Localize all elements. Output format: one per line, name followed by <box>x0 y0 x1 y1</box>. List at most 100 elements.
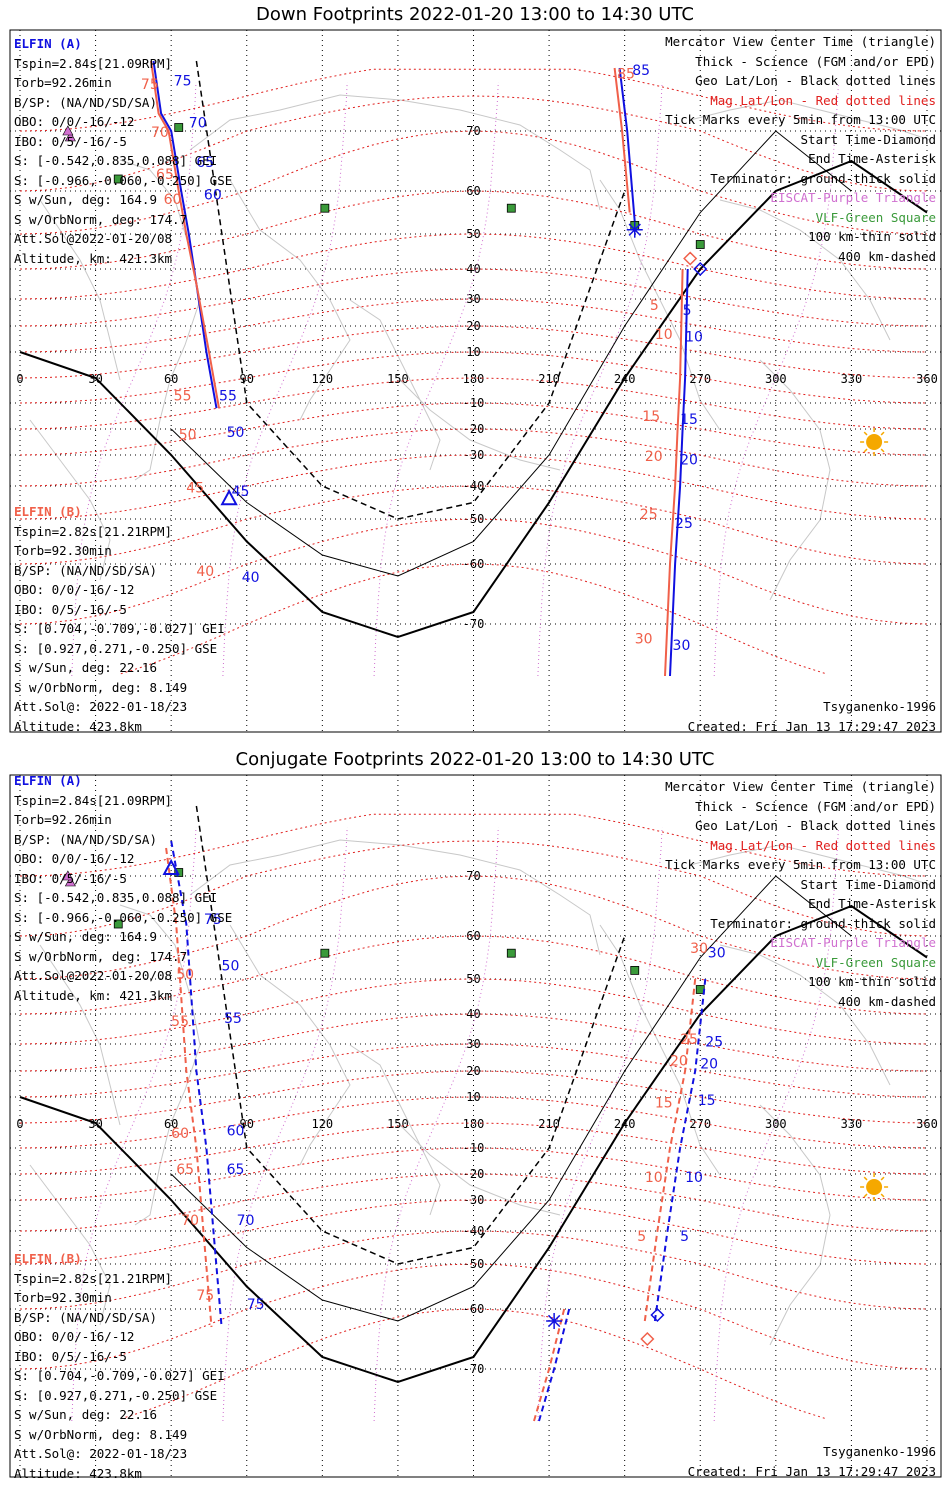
elfin-b-tick-label: 85 <box>617 67 635 83</box>
vlf-station-marker <box>113 919 123 929</box>
elfin_a-info-line: Altitude, km: 421.3km <box>14 987 173 1003</box>
legend-entry: Tick Marks every 5min from 13:00 UTC <box>665 857 936 872</box>
legend-entry: VLF-Green Square <box>815 954 936 970</box>
elfin_a-info-line: OBO: 0/0/-16/-12 <box>14 114 135 129</box>
coastline <box>349 1044 441 1216</box>
elfin_b-info-line: S w/OrbNorm, deg: 8.149 <box>14 1426 188 1442</box>
elfin_b-info-line: Tspin=2.82s[21.21RPM] <box>14 523 173 539</box>
lat-tick-label: -50 <box>463 1257 485 1271</box>
lon-tick-label: 150 <box>387 1117 409 1131</box>
legend-entry: Start Time-Diamond <box>800 876 936 892</box>
vlf-station-marker <box>630 965 640 975</box>
lon-tick-label: 150 <box>387 372 409 386</box>
lat-tick-label: 50 <box>466 227 480 241</box>
terminator-ground <box>19 904 928 1384</box>
mag-lat-gridline <box>19 351 928 404</box>
elfin_a-info-line: Tspin=2.84s[21.09RPM] <box>14 55 173 71</box>
mag-lat-gridline <box>19 190 928 270</box>
elfin-b-track <box>150 60 220 409</box>
elfin-b-tick-label: 50 <box>176 967 194 983</box>
center-time-triangle <box>162 858 180 875</box>
lon-tick-label: 300 <box>765 372 787 386</box>
down-footprints-panel: 0 30 60 90 120 150 180 210 240 270 300 330 360 70 60 50… <box>9 4 942 736</box>
lat-tick-label: 40 <box>466 262 480 276</box>
lon-tick-label: 210 <box>538 372 560 386</box>
elfin-a-label: ELFIN (A) <box>14 36 82 51</box>
legend-entry: EISCAT-Purple Triangle <box>770 935 936 950</box>
sun-ray <box>863 431 868 436</box>
model-caption-down: Tsyganenko-1996 Created: Fri Jan 13 17:2… <box>688 697 936 736</box>
elfin-b-tick-label: 25 <box>640 507 658 523</box>
elfin_a-info-line: Tspin=2.84s[21.09RPM] <box>14 792 173 808</box>
elfin-a-tick-label: 15 <box>698 1093 716 1109</box>
elfin-b-tick-label: 70 <box>181 1213 199 1229</box>
elfin_b-info-line: S: [0.704,-0.709,-0.027] GEI <box>14 621 225 636</box>
lon-tick-label: 180 <box>463 372 485 386</box>
vlf-station-marker <box>506 203 516 213</box>
end-time-asterisk <box>547 1314 561 1328</box>
lat-tick-label: 70 <box>466 869 480 883</box>
elfin_b-info-line: OBO: 0/0/-16/-12 <box>14 582 135 597</box>
elfin-a-tick-label: 10 <box>685 1170 703 1186</box>
lat-tick-label: 70 <box>466 124 480 138</box>
elfin_a-info-line: B/SP: (NA/ND/SD/SA) <box>14 831 157 847</box>
elfin_b-info-line: S w/Sun, deg: 22.16 <box>14 1407 157 1422</box>
elfin_b-info-line: Torb=92.30min <box>14 543 112 558</box>
elfin-a-track <box>538 1308 571 1422</box>
elfin_b-info-line: Torb=92.30min <box>14 1290 112 1305</box>
elfin-a-tick-label: 70 <box>189 116 207 132</box>
lon-tick-label: 60 <box>164 1117 178 1131</box>
coastline <box>229 924 351 1166</box>
legend-entry: EISCAT-Purple Triangle <box>770 190 936 205</box>
mag-lat-gridline <box>19 1230 928 1310</box>
elfin_b-info-line: S w/Sun, deg: 22.16 <box>14 660 157 675</box>
plot-frame <box>9 774 942 1478</box>
coastline <box>119 159 201 481</box>
elfin-a-tick-label: 30 <box>673 638 691 654</box>
plot-frame <box>9 29 942 733</box>
lat-tick-label: -30 <box>463 448 485 462</box>
elfin-b-tick-label: 10 <box>645 1170 663 1186</box>
elfin-a-track <box>669 268 689 677</box>
elfin_b-info-line: Altitude: 423.8km <box>14 718 142 734</box>
mag-lat-gridline <box>19 454 928 520</box>
lat-tick-label: 40 <box>466 1007 480 1021</box>
mag-lat-gridline <box>19 1070 928 1124</box>
lat-tick-label: 20 <box>466 1064 480 1078</box>
lat-tick-label: -10 <box>463 1141 485 1155</box>
lat-tick-label: -70 <box>463 617 485 631</box>
elfin_a-info-line: IBO: 0/5/-16/-5 <box>14 870 127 886</box>
lon-tick-label: 180 <box>463 1117 485 1131</box>
elfin-a-track <box>618 67 636 222</box>
coastline <box>399 1124 561 1216</box>
mag-lat-gridline <box>19 518 928 625</box>
elfin-b-track <box>533 1308 566 1422</box>
vlf-station-marker <box>506 948 516 958</box>
elfin-a-tick-label: 60 <box>227 1124 245 1140</box>
elfin-b-track <box>613 67 631 213</box>
elfin-a-track <box>170 840 223 1328</box>
created-timestamp: Created: Fri Jan 13 17:29:47 2023 <box>687 718 936 734</box>
terminator-100km <box>170 875 852 1322</box>
lon-tick-label: 60 <box>164 372 178 386</box>
terminator-400km <box>195 805 626 1265</box>
elfin-a-tick-label: 50 <box>227 425 245 441</box>
map-layers: 0 30 60 90 120 150 180 210 240 270 300 330 360706050… <box>10 775 941 1477</box>
elfin_b-info-line: B/SP: (NA/ND/SD/SA) <box>14 1309 157 1325</box>
elfin_b-info-line: IBO: 0/5/-16/-5 <box>14 1348 127 1364</box>
start-time-diamond <box>693 261 708 277</box>
legend-entry: Terminator: ground-thick solid <box>710 170 936 186</box>
lat-tick-label: -30 <box>463 1193 485 1207</box>
lat-tick-label: -70 <box>463 1362 485 1376</box>
elfin-b-tick-label: 5 <box>637 1229 646 1245</box>
mag-lat-gridline <box>19 325 928 379</box>
elfin_a-info-line: S: [-0.542,0.835,0.088] GEI <box>14 890 218 905</box>
mag-lat-gridline <box>19 95 928 192</box>
mag-lat-gridline <box>19 1096 928 1149</box>
elfin-a-tick-label: 5 <box>680 1229 689 1245</box>
coastline <box>119 904 201 1226</box>
mag-lat-gridline <box>19 1043 928 1098</box>
elfin-a-tick-label: 10 <box>685 330 703 346</box>
sun-ray <box>863 1193 868 1198</box>
legend-entry: Start Time-Diamond <box>800 131 936 147</box>
